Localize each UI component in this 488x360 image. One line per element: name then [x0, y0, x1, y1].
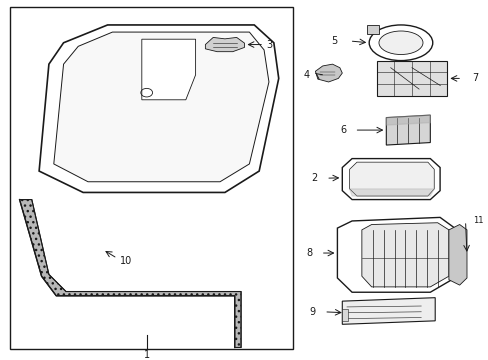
- Text: 1: 1: [143, 350, 149, 360]
- Polygon shape: [349, 162, 433, 196]
- Bar: [10, 7, 293, 349]
- Polygon shape: [386, 115, 429, 125]
- Polygon shape: [376, 60, 447, 96]
- Polygon shape: [342, 298, 434, 324]
- Polygon shape: [205, 37, 244, 52]
- Text: 3: 3: [266, 40, 272, 50]
- Polygon shape: [361, 223, 448, 287]
- Polygon shape: [448, 225, 466, 285]
- Text: 2: 2: [311, 173, 317, 183]
- Polygon shape: [342, 159, 439, 199]
- Polygon shape: [386, 115, 429, 145]
- Polygon shape: [315, 64, 342, 82]
- Text: 4: 4: [303, 70, 309, 80]
- Polygon shape: [20, 199, 241, 347]
- Text: 8: 8: [305, 248, 312, 258]
- Text: 10: 10: [120, 256, 132, 266]
- Bar: [342, 309, 347, 321]
- Polygon shape: [349, 189, 433, 196]
- Bar: [366, 25, 378, 34]
- Text: 9: 9: [309, 307, 315, 317]
- Polygon shape: [142, 39, 195, 100]
- Ellipse shape: [378, 31, 422, 54]
- Text: 5: 5: [330, 36, 337, 46]
- Polygon shape: [39, 25, 278, 193]
- Text: 11: 11: [472, 216, 482, 225]
- Ellipse shape: [368, 25, 432, 60]
- Text: 6: 6: [339, 125, 346, 135]
- Text: 7: 7: [471, 73, 477, 84]
- Polygon shape: [54, 32, 268, 182]
- Polygon shape: [337, 217, 454, 292]
